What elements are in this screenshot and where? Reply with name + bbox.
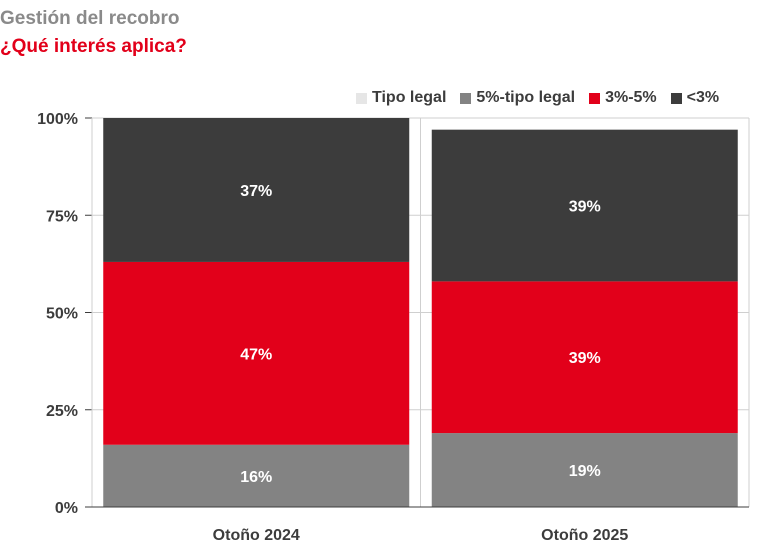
bar-segment xyxy=(431,433,738,507)
legend-label: 3%-5% xyxy=(605,89,657,106)
y-tick-label: 100% xyxy=(37,111,78,128)
legend-swatch xyxy=(589,92,601,104)
chart-title: Gestión del recobro xyxy=(0,8,180,29)
legend-item: Tipo legal xyxy=(356,89,446,107)
legend-swatch xyxy=(670,92,682,104)
legend-label: 5%-tipo legal xyxy=(476,89,576,106)
legend-swatch xyxy=(356,92,367,104)
legend-item: <3% xyxy=(670,89,720,107)
bar-segment xyxy=(431,129,738,282)
chart-legend: Tipo legal 5%-tipo legal 3%-5% <3% xyxy=(356,89,719,107)
y-tick-label: 25% xyxy=(46,403,78,420)
legend-item: 5%-tipo legal xyxy=(460,89,575,107)
data-label: 39% xyxy=(569,199,601,216)
y-tick-label: 50% xyxy=(46,306,78,323)
data-label: 19% xyxy=(569,463,601,480)
bar-segment xyxy=(103,261,410,445)
data-label: 39% xyxy=(569,350,601,367)
x-category-label: Otoño 2025 xyxy=(541,527,628,544)
data-label: 47% xyxy=(240,346,272,363)
bar-segment xyxy=(431,281,738,434)
y-tick-label: 75% xyxy=(46,208,78,225)
y-tick-label: 0% xyxy=(55,500,78,517)
bar-segment xyxy=(103,118,410,262)
legend-label: Tipo legal xyxy=(372,89,447,106)
legend-swatch xyxy=(460,92,472,104)
data-label: 16% xyxy=(240,469,272,486)
legend-item: 3%-5% xyxy=(589,89,657,107)
chart-subtitle: ¿Qué interés aplica? xyxy=(0,36,187,57)
x-category-label: Otoño 2024 xyxy=(213,527,300,544)
data-label: 37% xyxy=(240,183,272,200)
bar-segment xyxy=(103,444,410,507)
legend-label: <3% xyxy=(686,89,720,106)
